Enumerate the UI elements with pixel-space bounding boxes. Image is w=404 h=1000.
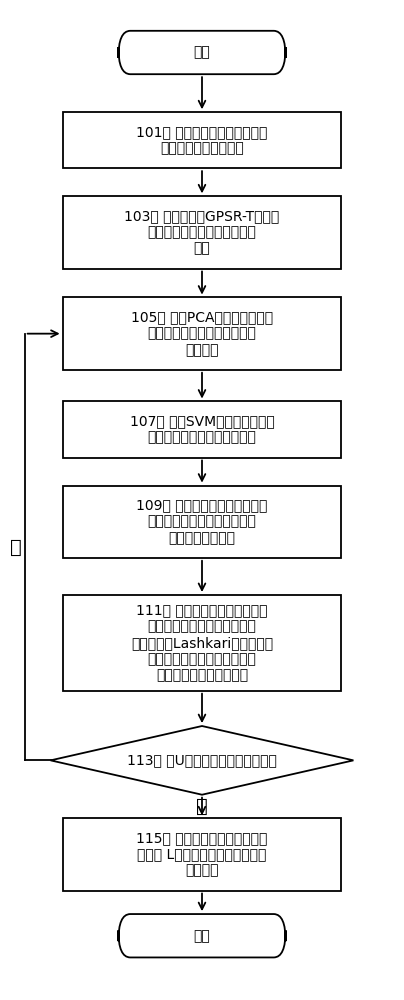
Bar	[63, 595, 341, 691]
Text: 113： 从Uᵬ选出更多信心高的样本: 113： 从Uᵬ选出更多信心高的样本	[127, 753, 277, 767]
FancyBboxPatch shape	[118, 31, 286, 74]
Polygon shape	[50, 726, 354, 795]
Bar	[63, 297, 341, 370]
Text: 107： 再用SVM进行分类建模，
形成各模态数据的临时分类器: 107： 再用SVM进行分类建模， 形成各模态数据的临时分类器	[130, 414, 274, 445]
Text: 开始: 开始	[194, 45, 210, 60]
Text: 115： 迭代结束。所有可用有标
签数据 Lᵬ进行最终训练，构建融
合分类器: 115： 迭代结束。所有可用有标 签数据 Lᵬ进行最终训练，构建融 合分类器	[136, 831, 268, 878]
Bar	[63, 818, 341, 891]
Bar	[63, 196, 341, 269]
Text: 101： 收集环境、司机、车辆、
交通信息等多模态数据: 101： 收集环境、司机、车辆、 交通信息等多模态数据	[136, 125, 268, 155]
Bar	[63, 401, 341, 458]
Text: 否: 否	[196, 797, 208, 816]
Text: 103： 使用改进的GPSR-T通过对
网络环境仿真，为少量数据打
标签: 103： 使用改进的GPSR-T通过对 网络环境仿真，为少量数据打 标签	[124, 209, 280, 256]
Bar	[63, 112, 341, 168]
FancyBboxPatch shape	[118, 914, 286, 957]
Bar	[63, 486, 341, 558]
Text: 105： 使用PCA进行降维处理，
减少数据的耦合和冗余，提高
运算速度: 105： 使用PCA进行降维处理， 减少数据的耦合和冗余，提高 运算速度	[131, 310, 273, 357]
Text: 是: 是	[10, 538, 21, 557]
Text: 结束: 结束	[194, 929, 210, 943]
Text: 109： 各模态的临时分类器连接
到最终的融合分类器，即：本
架构中的判决机构: 109： 各模态的临时分类器连接 到最终的融合分类器，即：本 架构中的判决机构	[136, 498, 268, 545]
Text: 111： 从未打标签数据集提取数
据样本与有标签数据进行特征
聚类。使用Lashkari的凸聚类算
法，收敛到全局最小値，自动
找到最优聚类的类别数。: 111： 从未打标签数据集提取数 据样本与有标签数据进行特征 聚类。使用Lash…	[131, 603, 273, 682]
